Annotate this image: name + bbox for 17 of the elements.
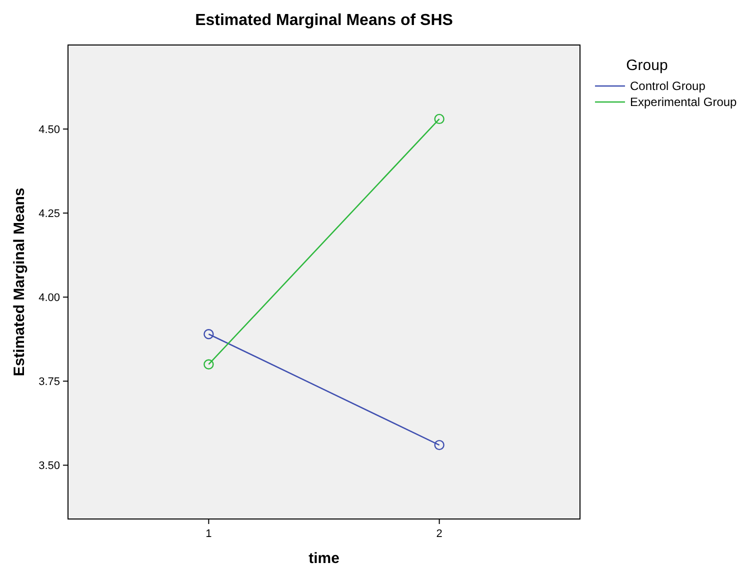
x-axis-title: time bbox=[308, 550, 340, 567]
y-tick-label: 4.00 bbox=[38, 292, 60, 304]
point bbox=[204, 359, 214, 370]
chart-title: Estimated Marginal Means of SHS bbox=[195, 12, 454, 29]
legend-label: Control Group bbox=[630, 79, 706, 93]
legend-title: Group bbox=[626, 57, 668, 74]
y-tick-label: 3.50 bbox=[38, 460, 60, 472]
y-tick-label: 3.75 bbox=[38, 376, 60, 388]
point bbox=[434, 114, 444, 124]
y-tick-label: 4.25 bbox=[38, 208, 60, 220]
point bbox=[204, 329, 214, 340]
x-tick-label: 1 bbox=[206, 528, 212, 540]
point bbox=[434, 440, 444, 450]
legend-label: Experimental Group bbox=[630, 95, 738, 109]
x-tick-label: 2 bbox=[436, 528, 442, 540]
y-tick-label: 4.50 bbox=[38, 124, 60, 136]
y-axis-title: Estimated Marginal Means bbox=[11, 188, 28, 376]
